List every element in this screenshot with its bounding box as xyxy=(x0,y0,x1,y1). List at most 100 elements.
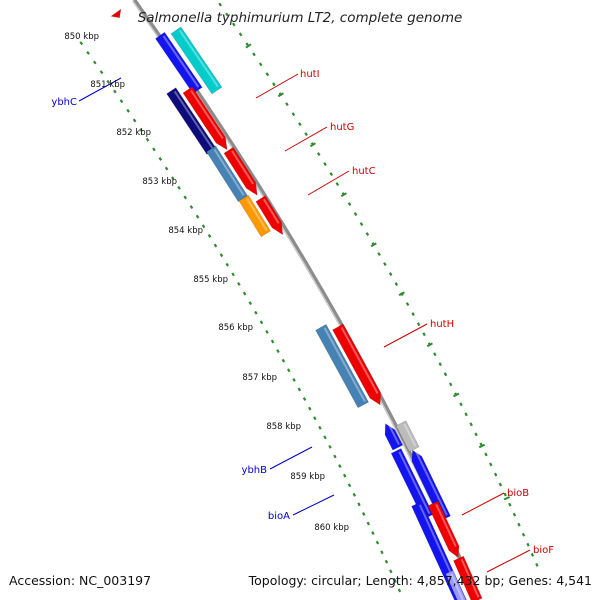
left-track-tick xyxy=(422,332,426,337)
left-track-tick xyxy=(353,212,358,216)
left-track-tick xyxy=(285,102,289,107)
gene-label-bioB[interactable]: bioB xyxy=(507,488,529,499)
cds-red-bioF-a-highlight xyxy=(460,558,480,598)
kbp-label-860: 860 kbp xyxy=(314,523,349,533)
right-track-tick xyxy=(352,492,356,497)
right-track-tick xyxy=(152,147,156,152)
right-track-tick xyxy=(393,579,397,583)
left-track-tick xyxy=(530,552,535,557)
cds-red-hutC-a-highlight xyxy=(263,198,280,224)
left-track-tick xyxy=(359,222,364,226)
right-track-tick xyxy=(171,176,175,181)
left-track-tick xyxy=(493,472,498,477)
cds-ybhC-cyan[interactable] xyxy=(170,26,223,95)
cds-hutG-steel-highlight xyxy=(213,148,245,196)
left-track-tick xyxy=(503,492,507,497)
cds-red-hutC-a[interactable] xyxy=(255,195,284,236)
right-track-tick xyxy=(207,234,212,238)
left-track-tick xyxy=(388,272,393,277)
left-track-tick xyxy=(258,62,263,67)
right-track-tick xyxy=(237,282,241,286)
left-track-tick xyxy=(265,72,270,77)
cds-hutI-navy[interactable] xyxy=(166,87,217,155)
right-track-tick xyxy=(292,377,296,382)
left-track-tick xyxy=(526,542,530,547)
cds-red-hutH-a[interactable] xyxy=(332,323,381,406)
kbp-major-tick xyxy=(277,92,284,98)
left-track-tick xyxy=(484,452,488,457)
leader-bioA xyxy=(292,494,335,516)
gene-label-bioA[interactable]: bioA xyxy=(268,511,290,522)
right-track-tick xyxy=(126,108,130,113)
left-track-tick xyxy=(469,422,473,427)
right-track-tick xyxy=(343,473,347,478)
left-track-tick xyxy=(238,32,243,37)
right-track-tick xyxy=(183,195,188,200)
left-track-tick xyxy=(438,362,442,367)
left-track-tick xyxy=(383,262,387,267)
left-track-tick xyxy=(535,562,539,567)
cds-bioF-pale-blue-highlight xyxy=(450,573,464,600)
left-track-tick xyxy=(416,322,421,327)
gene-label-hutC[interactable]: hutC xyxy=(352,166,376,177)
right-track-tick xyxy=(389,569,393,574)
right-track-tick xyxy=(119,99,124,104)
left-track-tick xyxy=(443,372,448,377)
right-track-tick xyxy=(225,262,230,267)
cds-red-bioB-a-highlight xyxy=(435,503,457,547)
gene-label-hutG[interactable]: hutG xyxy=(330,122,354,133)
map-title: Salmonella typhimurium LT2, complete gen… xyxy=(138,10,463,26)
kbp-major-tick xyxy=(478,443,486,449)
cds-hutC-orange[interactable] xyxy=(238,194,272,238)
right-track-tick xyxy=(297,387,302,392)
cds-red-bioF-a[interactable] xyxy=(453,555,483,600)
kbp-major-tick xyxy=(309,142,316,148)
kbp-label-850: 850 kbp xyxy=(64,32,99,42)
gene-label-bioF[interactable]: bioF xyxy=(533,545,554,556)
left-track-tick xyxy=(489,462,493,467)
cds-ybhB-gray[interactable] xyxy=(395,420,420,453)
left-track-tick xyxy=(459,402,463,407)
tick-marks xyxy=(79,2,539,593)
right-track-tick xyxy=(397,588,402,593)
right-track-tick xyxy=(106,79,111,84)
right-track-tick xyxy=(318,425,322,430)
right-track-tick xyxy=(366,521,370,526)
kbp-label-855: 855 kbp xyxy=(193,275,228,285)
gene-label-hutI[interactable]: hutI xyxy=(300,69,320,80)
accession-text: Accession: NC_003197 xyxy=(9,573,152,588)
gene-label-hutH[interactable]: hutH xyxy=(430,319,454,330)
right-track-tick xyxy=(195,214,200,219)
leader-hutC xyxy=(307,170,350,196)
right-track-tick xyxy=(338,464,342,469)
left-track-tick xyxy=(365,232,370,236)
cds-ybhB-blue-small[interactable] xyxy=(384,423,404,451)
gene-label-ybhC[interactable]: ybhC xyxy=(51,97,77,108)
right-track-tick xyxy=(231,272,235,277)
kbp-label-856: 856 kbp xyxy=(218,323,253,333)
gene-label-ybhB[interactable]: ybhB xyxy=(242,465,268,476)
right-track-tick xyxy=(99,70,104,75)
right-track-tick xyxy=(158,156,163,161)
leader-hutG xyxy=(284,126,328,152)
right-track-tick xyxy=(189,205,194,209)
cds-hutG-steel[interactable] xyxy=(206,145,248,203)
cds-bioF-pale-blue[interactable] xyxy=(445,570,468,600)
cds-hutH-steel[interactable] xyxy=(315,323,370,409)
cds-red-bioB-a[interactable] xyxy=(427,500,460,558)
right-track-tick xyxy=(347,483,352,488)
cds-red-hutG-a[interactable] xyxy=(223,146,258,196)
leader-bioF xyxy=(486,549,531,573)
left-track-tick xyxy=(521,532,526,537)
left-track-tick xyxy=(512,512,517,517)
right-track-tick xyxy=(270,339,275,344)
left-track-tick xyxy=(323,162,327,166)
cds-red-hutI-a[interactable] xyxy=(182,86,228,151)
cds-top-clipped[interactable] xyxy=(110,8,122,19)
right-track-tick xyxy=(248,301,253,306)
cds-ybhC-adjacent-blue-highlight xyxy=(162,35,200,88)
label-leader-lines xyxy=(78,73,531,573)
cds-hutH-steel-highlight xyxy=(323,327,366,402)
right-track-tick xyxy=(213,243,218,248)
right-track-tick xyxy=(333,454,337,459)
